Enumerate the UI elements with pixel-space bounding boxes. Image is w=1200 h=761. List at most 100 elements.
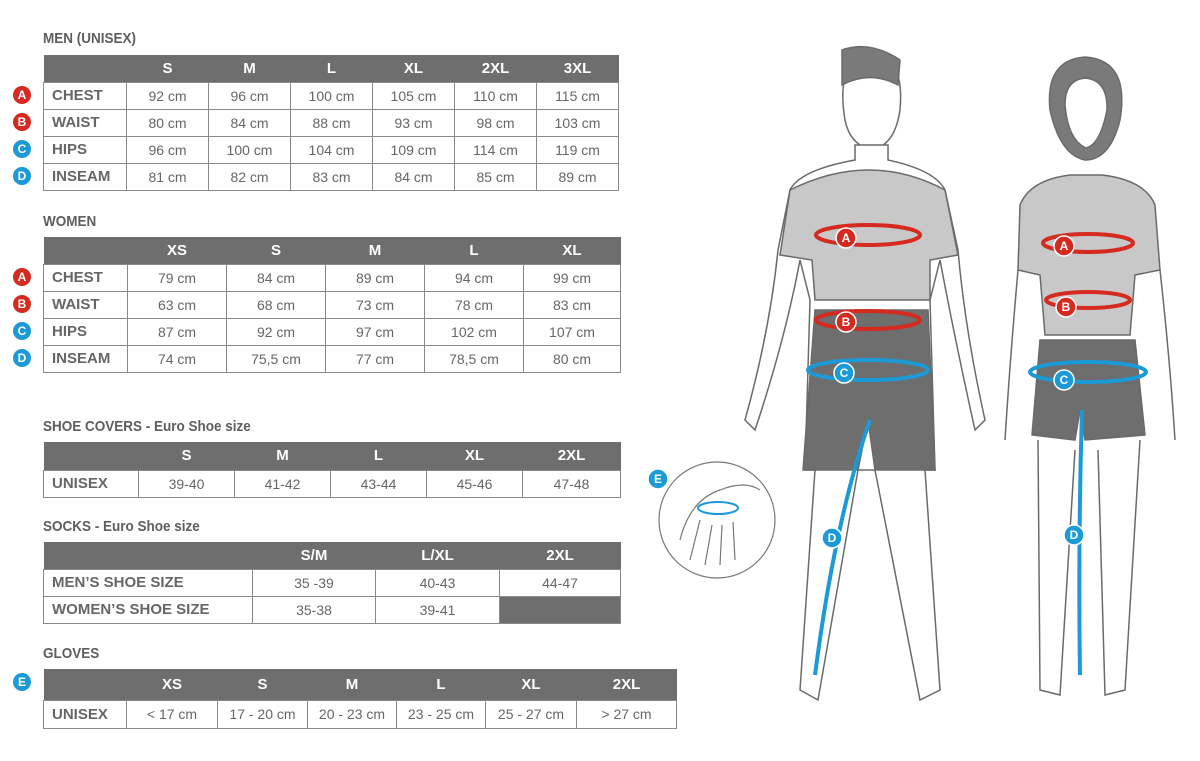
header-row: S/M L/XL 2XL bbox=[43, 542, 621, 569]
size-value: 98 cm bbox=[454, 108, 537, 137]
size-value: 35-38 bbox=[252, 595, 376, 624]
size-value: 104 cm bbox=[290, 135, 373, 164]
size-value: 109 cm bbox=[372, 135, 455, 164]
size-header: XL bbox=[485, 669, 577, 700]
size-value: 20 - 23 cm bbox=[307, 699, 397, 729]
header-row: XS S M L XL bbox=[43, 237, 621, 264]
size-header: S bbox=[217, 669, 308, 700]
header-row: S M L XL 2XL 3XL bbox=[43, 55, 619, 82]
size-value: 94 cm bbox=[424, 263, 524, 292]
marker-a-woman: A bbox=[1053, 235, 1075, 257]
size-value: 100 cm bbox=[290, 81, 373, 110]
row-label: CHEST bbox=[43, 81, 127, 110]
row-label: UNISEX bbox=[43, 469, 139, 498]
women-size-table: XS S M L XL CHEST 79 cm 84 cm 89 cm 94 cm 99 cm WAI… bbox=[43, 237, 621, 373]
size-value: 78 cm bbox=[424, 290, 524, 319]
size-header: XS bbox=[127, 237, 227, 264]
socks-title: SOCKS - Euro Shoe size bbox=[43, 518, 200, 535]
size-value: 102 cm bbox=[424, 317, 524, 346]
size-value: 47-48 bbox=[522, 469, 621, 498]
svg-text:D: D bbox=[1070, 528, 1079, 542]
size-header bbox=[43, 55, 127, 82]
size-value: 83 cm bbox=[290, 162, 373, 191]
size-value: 41-42 bbox=[234, 469, 331, 498]
size-value: < 17 cm bbox=[126, 699, 218, 729]
size-header: M bbox=[325, 237, 425, 264]
size-value: 40-43 bbox=[375, 568, 500, 597]
size-header: S bbox=[138, 442, 235, 470]
size-value: 115 cm bbox=[536, 81, 619, 110]
size-header: M bbox=[234, 442, 331, 470]
marker-d-man: D bbox=[821, 527, 843, 549]
size-value: 39-40 bbox=[138, 469, 235, 498]
woman-figure bbox=[1004, 56, 1176, 696]
table-row: CHEST 92 cm 96 cm 100 cm 105 cm 110 cm 115 cm bbox=[43, 81, 619, 110]
size-value: 17 - 20 cm bbox=[217, 699, 308, 729]
row-label: INSEAM bbox=[43, 162, 127, 191]
size-value: 84 cm bbox=[372, 162, 455, 191]
size-header: XL bbox=[372, 55, 455, 82]
svg-text:D: D bbox=[828, 531, 837, 545]
size-value: 89 cm bbox=[536, 162, 619, 191]
size-value: 107 cm bbox=[523, 317, 621, 346]
badge-c: C bbox=[13, 140, 31, 158]
size-value: 100 cm bbox=[208, 135, 291, 164]
row-label: HIPS bbox=[43, 135, 127, 164]
row-label: WAIST bbox=[43, 290, 128, 319]
size-header: S bbox=[126, 55, 209, 82]
svg-text:E: E bbox=[654, 472, 662, 486]
row-label: WAIST bbox=[43, 108, 127, 137]
marker-c-woman: C bbox=[1053, 369, 1075, 391]
row-label: CHEST bbox=[43, 263, 128, 292]
table-row: INSEAM 81 cm 82 cm 83 cm 84 cm 85 cm 89 cm bbox=[43, 162, 619, 191]
women-title: WOMEN bbox=[43, 213, 97, 230]
size-header bbox=[43, 669, 127, 700]
svg-text:C: C bbox=[1060, 373, 1069, 387]
size-value: 119 cm bbox=[536, 135, 619, 164]
size-value: 93 cm bbox=[372, 108, 455, 137]
size-header: 2XL bbox=[522, 442, 621, 470]
size-value: 83 cm bbox=[523, 290, 621, 319]
size-value: > 27 cm bbox=[576, 699, 677, 729]
svg-text:C: C bbox=[840, 366, 849, 380]
size-value: 77 cm bbox=[325, 344, 425, 373]
size-header: 2XL bbox=[454, 55, 537, 82]
marker-a-man: A bbox=[835, 227, 857, 249]
header-row: XS S M L XL 2XL bbox=[43, 669, 677, 700]
size-value: 75,5 cm bbox=[226, 344, 326, 373]
shoe-covers-size-table: S M L XL 2XL UNISEX 39-40 41-42 43-44 45-46 47-48 bbox=[43, 442, 621, 498]
gloves-title: GLOVES bbox=[43, 645, 100, 662]
size-value: 84 cm bbox=[226, 263, 326, 292]
size-header: 2XL bbox=[576, 669, 677, 700]
men-size-table: S M L XL 2XL 3XL CHEST 92 cm 96 cm 100 cm 105 cm 11… bbox=[43, 55, 619, 191]
size-value bbox=[499, 595, 621, 624]
size-header: M bbox=[307, 669, 397, 700]
size-value: 78,5 cm bbox=[424, 344, 524, 373]
size-value: 80 cm bbox=[523, 344, 621, 373]
marker-d-woman: D bbox=[1063, 524, 1085, 546]
svg-text:A: A bbox=[842, 231, 851, 245]
socks-size-table: S/M L/XL 2XL MEN’S SHOE SIZE 35 -39 40-43 44-4… bbox=[43, 542, 621, 624]
size-header: XS bbox=[126, 669, 218, 700]
size-value: 99 cm bbox=[523, 263, 621, 292]
svg-text:B: B bbox=[1062, 300, 1071, 314]
header-row: S M L XL 2XL bbox=[43, 442, 621, 470]
size-value: 80 cm bbox=[126, 108, 209, 137]
body-figures-illustration: A B C D A B C D E bbox=[647, 45, 1176, 702]
size-value: 79 cm bbox=[127, 263, 227, 292]
size-value: 92 cm bbox=[126, 81, 209, 110]
size-header: L bbox=[396, 669, 486, 700]
size-value: 87 cm bbox=[127, 317, 227, 346]
gloves-size-table: XS S M L XL 2XL UNISEX < 17 cm 17 - 20 cm 20 - 23… bbox=[43, 669, 677, 729]
table-row: WAIST 63 cm 68 cm 73 cm 78 cm 83 cm bbox=[43, 290, 621, 319]
man-figure bbox=[744, 45, 986, 702]
size-header: L bbox=[424, 237, 524, 264]
size-header: XL bbox=[523, 237, 621, 264]
size-header: S/M bbox=[252, 542, 376, 569]
size-value: 96 cm bbox=[126, 135, 209, 164]
size-value: 43-44 bbox=[330, 469, 427, 498]
size-header: 3XL bbox=[536, 55, 619, 82]
table-row: UNISEX < 17 cm 17 - 20 cm 20 - 23 cm 23 - 25… bbox=[43, 699, 677, 729]
marker-e: E bbox=[647, 468, 669, 490]
row-label: WOMEN’S SHOE SIZE bbox=[43, 595, 253, 624]
